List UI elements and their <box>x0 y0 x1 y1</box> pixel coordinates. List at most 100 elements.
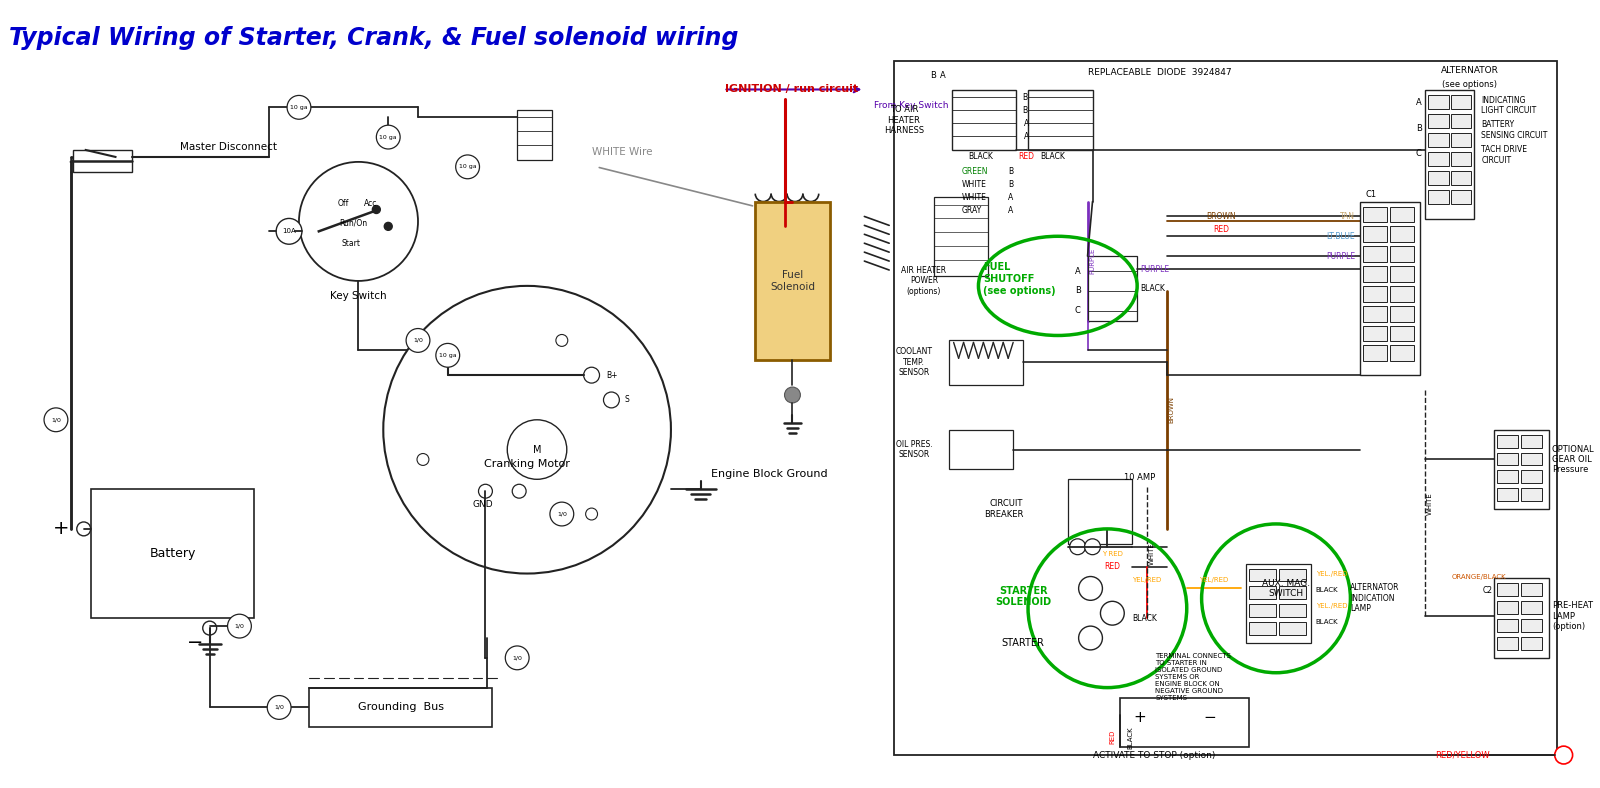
Circle shape <box>373 206 381 214</box>
Circle shape <box>512 485 526 498</box>
Circle shape <box>555 334 568 347</box>
Circle shape <box>406 329 430 352</box>
Text: Key Switch: Key Switch <box>330 291 387 301</box>
Text: BATTERY
SENSING CIRCUIT: BATTERY SENSING CIRCUIT <box>1482 121 1547 139</box>
Text: OPTIONAL
GEAR OIL
Pressure: OPTIONAL GEAR OIL Pressure <box>1552 444 1594 474</box>
Text: C: C <box>1416 150 1422 158</box>
Text: ACTIVATE TO STOP (option): ACTIVATE TO STOP (option) <box>1093 750 1214 760</box>
Text: 1/0: 1/0 <box>413 338 422 343</box>
Text: 1/0: 1/0 <box>557 511 566 516</box>
Text: B+: B+ <box>606 370 618 380</box>
Circle shape <box>45 408 67 432</box>
Bar <box>1498 583 1518 597</box>
Text: ALTERNATOR: ALTERNATOR <box>1440 66 1498 75</box>
Text: Start: Start <box>341 239 360 247</box>
Text: (see options): (see options) <box>1442 80 1498 89</box>
Text: WHITE: WHITE <box>1149 542 1155 565</box>
Text: RED: RED <box>1018 152 1034 162</box>
Circle shape <box>1078 577 1102 600</box>
Text: FUEL
SHUTOFF
(see options): FUEL SHUTOFF (see options) <box>984 262 1056 296</box>
Text: IGNITION / run circuit: IGNITION / run circuit <box>725 84 859 95</box>
Bar <box>934 197 989 276</box>
Text: A: A <box>1008 206 1013 215</box>
Text: 10 ga: 10 ga <box>459 165 477 169</box>
Text: Off: Off <box>338 199 349 208</box>
Bar <box>1029 91 1093 150</box>
Bar <box>1451 114 1472 128</box>
Bar <box>1363 226 1387 242</box>
Circle shape <box>456 155 480 179</box>
Bar <box>755 202 830 360</box>
Bar <box>1120 697 1250 747</box>
Bar <box>1522 435 1542 448</box>
Text: REPLACEABLE  DIODE  3924847: REPLACEABLE DIODE 3924847 <box>1088 68 1230 77</box>
Bar <box>1498 601 1518 614</box>
Text: From Key Switch: From Key Switch <box>874 101 949 110</box>
Circle shape <box>784 387 800 403</box>
Bar <box>1390 206 1414 222</box>
Text: BROWN: BROWN <box>1170 396 1174 423</box>
Bar <box>517 110 552 160</box>
Bar <box>1498 452 1518 466</box>
Circle shape <box>203 621 216 635</box>
Text: STARTER
SOLENOID: STARTER SOLENOID <box>995 585 1051 607</box>
Text: GRAY: GRAY <box>962 206 982 215</box>
Bar <box>1451 171 1472 184</box>
Bar <box>1278 569 1306 582</box>
Bar <box>1363 266 1387 282</box>
Text: GREEN: GREEN <box>962 167 989 177</box>
Bar <box>91 489 254 618</box>
Bar <box>1427 190 1448 203</box>
Text: LT.BLUE: LT.BLUE <box>1326 232 1355 241</box>
Text: ORANGE/BLACK: ORANGE/BLACK <box>1453 574 1507 579</box>
Circle shape <box>286 95 310 119</box>
Bar <box>1494 578 1549 658</box>
Text: WHITE: WHITE <box>1427 492 1432 515</box>
Text: PURPLE: PURPLE <box>1090 248 1096 274</box>
Text: 10 ga: 10 ga <box>379 135 397 139</box>
Bar <box>1363 345 1387 361</box>
Bar <box>1390 246 1414 262</box>
Bar <box>952 91 1016 150</box>
Bar <box>1522 452 1542 466</box>
Bar <box>1278 586 1306 600</box>
Bar <box>1278 604 1306 617</box>
Text: Fuel
Solenoid: Fuel Solenoid <box>770 270 814 292</box>
Text: 10 AMP: 10 AMP <box>1125 473 1155 481</box>
Bar <box>1250 569 1277 582</box>
Circle shape <box>1555 746 1573 764</box>
Bar <box>1522 583 1542 597</box>
Bar <box>1390 325 1414 341</box>
Bar <box>949 340 1022 385</box>
Text: 10 ga: 10 ga <box>290 105 307 110</box>
Bar <box>1363 246 1387 262</box>
Bar <box>1451 152 1472 165</box>
Text: YEL/RED: YEL/RED <box>1198 578 1229 583</box>
Bar <box>1363 206 1387 222</box>
Circle shape <box>603 392 619 408</box>
Bar <box>74 150 133 172</box>
Text: B: B <box>1022 93 1027 102</box>
Text: BROWN: BROWN <box>1206 212 1237 221</box>
Bar <box>1390 345 1414 361</box>
Text: M: M <box>533 444 541 455</box>
Bar <box>1522 637 1542 650</box>
Text: A: A <box>1024 132 1029 140</box>
Circle shape <box>506 646 530 670</box>
Text: WHITE Wire: WHITE Wire <box>592 147 653 157</box>
Text: +: + <box>53 519 69 538</box>
Circle shape <box>446 349 459 361</box>
Text: PRE-HEAT
LAMP
(option): PRE-HEAT LAMP (option) <box>1552 601 1592 631</box>
Text: 10 ga: 10 ga <box>438 353 456 358</box>
Circle shape <box>418 454 429 466</box>
Text: 10A: 10A <box>282 229 296 234</box>
Bar <box>949 429 1013 470</box>
Text: Master Disconnect: Master Disconnect <box>179 142 277 152</box>
Text: B: B <box>1008 167 1013 177</box>
Bar <box>1427 133 1448 147</box>
Bar <box>1250 604 1277 617</box>
Text: −: − <box>1203 710 1216 725</box>
Bar <box>1363 286 1387 302</box>
Text: BLACK: BLACK <box>968 152 994 162</box>
Circle shape <box>384 222 392 230</box>
